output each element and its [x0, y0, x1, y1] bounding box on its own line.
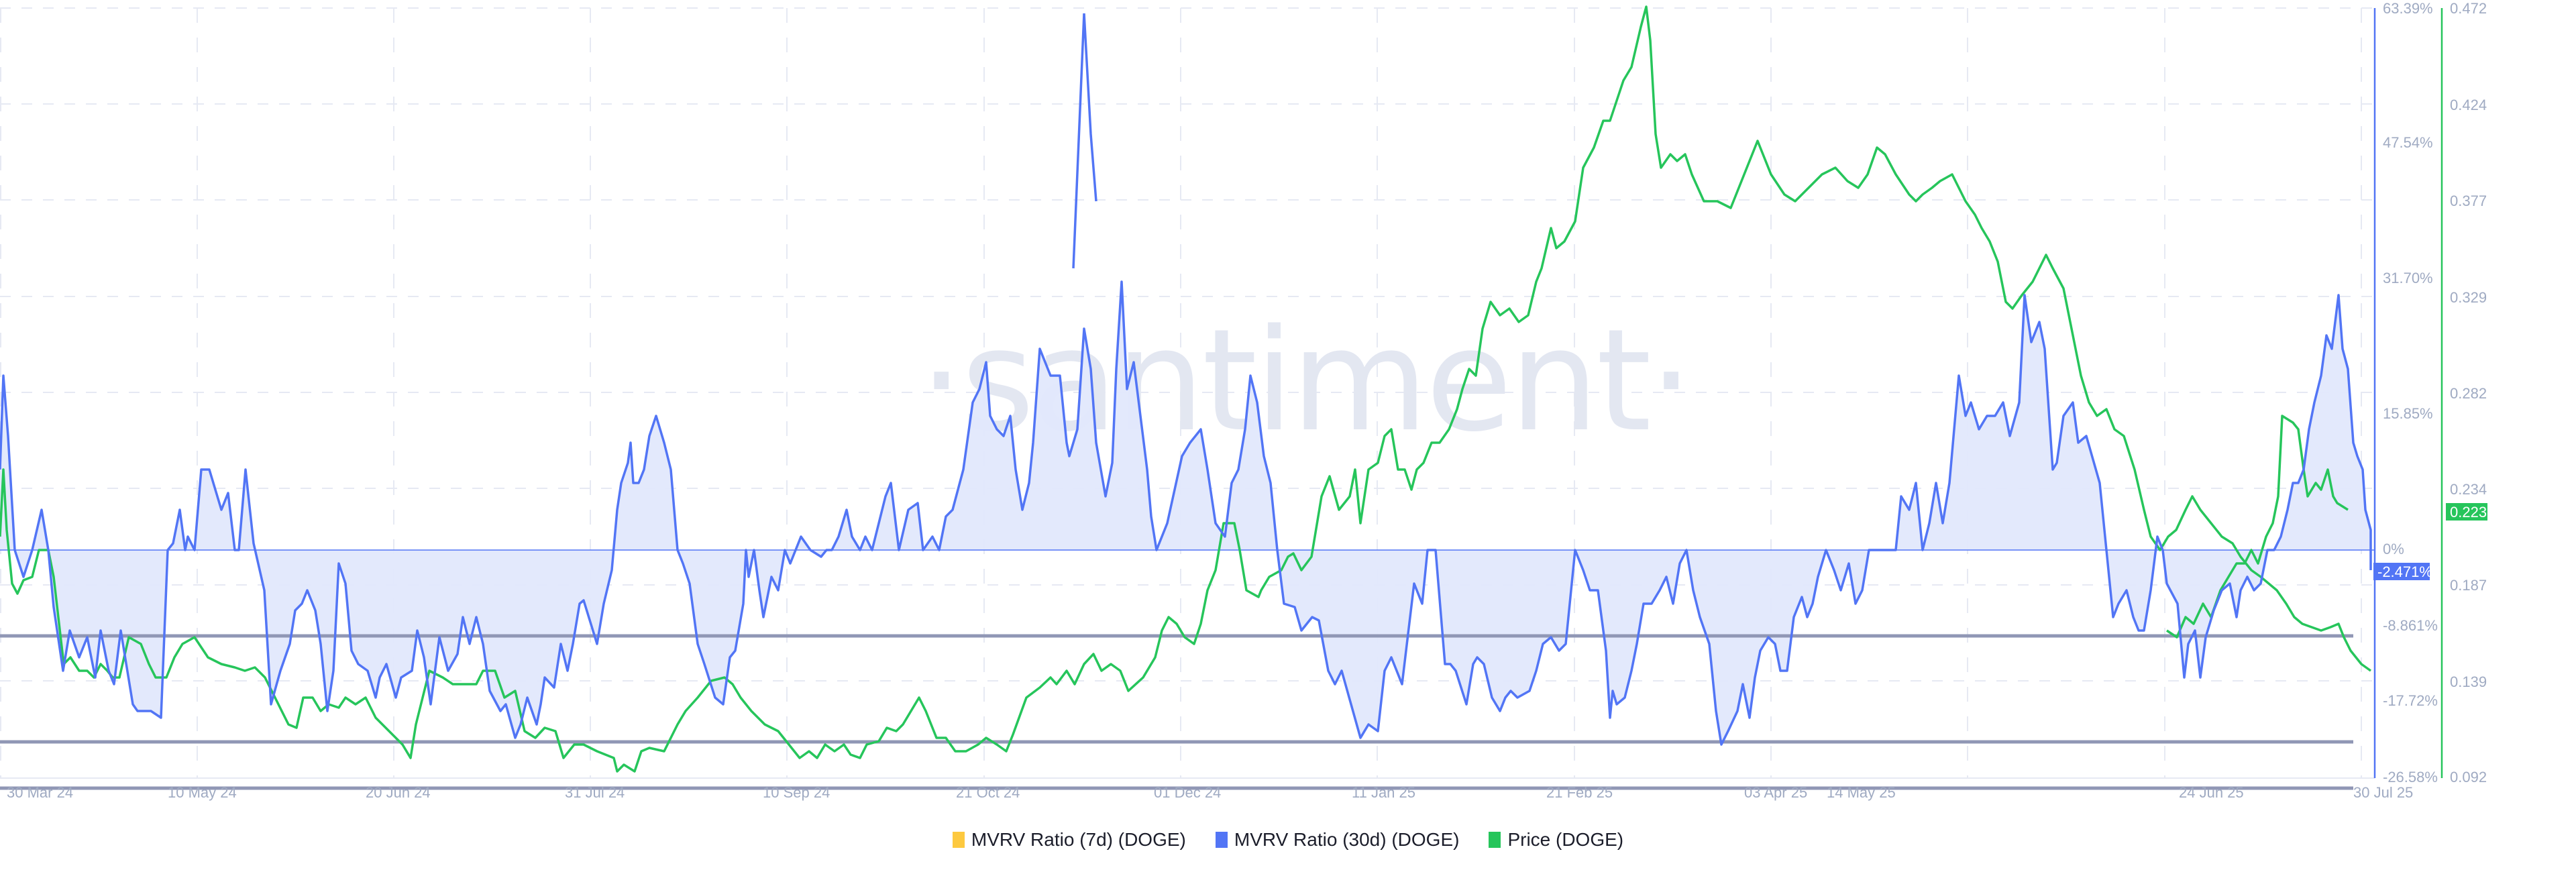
- x-tick-label: 21 Oct 24: [956, 784, 1020, 801]
- mvrv-tick-label: -17.72%: [2383, 692, 2438, 709]
- mvrv-tick-label: 15.85%: [2383, 405, 2433, 422]
- price-tick-label: 0.092: [2450, 769, 2487, 785]
- price-tick-label: 0.282: [2450, 385, 2487, 402]
- legend-label: Price (DOGE): [1507, 829, 1624, 850]
- x-tick-label: 14 May 25: [1827, 784, 1896, 801]
- vertical-gridlines: [0, 8, 2362, 778]
- price-tick-label: 0.424: [2450, 97, 2487, 113]
- mvrv-30d-line: [0, 280, 2372, 746]
- price-tick-label: 0.377: [2450, 193, 2487, 209]
- mvrv-tick-label: -8.861%: [2383, 617, 2438, 634]
- price-tick-label: 0.329: [2450, 289, 2487, 306]
- x-tick-label: 21 Feb 25: [1546, 784, 1613, 801]
- legend-label: MVRV Ratio (7d) (DOGE): [971, 829, 1186, 850]
- x-tick-label: 11 Jan 25: [1352, 784, 1415, 801]
- price-doge-line: [0, 5, 2372, 773]
- legend-label: MVRV Ratio (30d) (DOGE): [1234, 829, 1460, 850]
- mvrv-tick-label: -26.58%: [2383, 769, 2438, 785]
- x-tick-label: 30 Jul 25: [2353, 784, 2413, 801]
- price-tick-label: 0.472: [2450, 0, 2487, 17]
- price-tick-label: 0.139: [2450, 673, 2487, 690]
- price-doge-line-tail: [2166, 415, 2349, 639]
- x-tick-label: 10 Sep 24: [763, 784, 830, 801]
- x-axis-labels: 30 Mar 24 10 May 24 20 Jun 24 31 Jul 24 …: [7, 784, 2413, 801]
- x-tick-label: 10 May 24: [168, 784, 237, 801]
- legend-item-mvrv-30d[interactable]: MVRV Ratio (30d) (DOGE): [1215, 829, 1460, 851]
- legend-item-price[interactable]: Price (DOGE): [1489, 829, 1623, 851]
- x-tick-label: 30 Mar 24: [7, 784, 73, 801]
- price-current-value: 0.223: [2450, 504, 2487, 521]
- x-tick-label: 24 Jun 25: [2179, 784, 2244, 801]
- x-tick-label: 01 Dec 24: [1154, 784, 1221, 801]
- mvrv-current-value: -2.471%: [2377, 563, 2432, 580]
- mvrv-tick-label: 0%: [2383, 541, 2404, 557]
- legend-swatch-blue-icon: [1215, 832, 1228, 848]
- price-tick-label: 0.234: [2450, 481, 2487, 498]
- mvrv-30d-early-spike: [1072, 13, 1097, 269]
- x-tick-label: 31 Jul 24: [565, 784, 625, 801]
- legend-swatch-yellow-icon: [952, 832, 965, 848]
- price-current-value-badge: 0.223: [2446, 503, 2487, 521]
- mvrv-tick-label: 31.70%: [2383, 270, 2433, 286]
- legend-swatch-green-icon: [1489, 832, 1501, 848]
- legend-item-mvrv-7d[interactable]: MVRV Ratio (7d) (DOGE): [952, 829, 1186, 851]
- chart-legend: MVRV Ratio (7d) (DOGE) MVRV Ratio (30d) …: [0, 829, 2576, 851]
- price-axis-labels: 0.472 0.424 0.377 0.329 0.282 0.234 0.18…: [2450, 0, 2487, 785]
- mvrv-tick-label: 63.39%: [2383, 0, 2433, 17]
- x-tick-label: 03 Apr 25: [1744, 784, 1807, 801]
- x-tick-label: 20 Jun 24: [366, 784, 431, 801]
- mvrv-axis-labels: 63.39% 47.54% 31.70% 15.85% 0% -8.861% -…: [2383, 0, 2438, 785]
- mvrv-tick-label: 47.54%: [2383, 134, 2433, 151]
- price-tick-label: 0.187: [2450, 577, 2487, 594]
- mvrv-current-value-badge: -2.471%: [2373, 563, 2432, 580]
